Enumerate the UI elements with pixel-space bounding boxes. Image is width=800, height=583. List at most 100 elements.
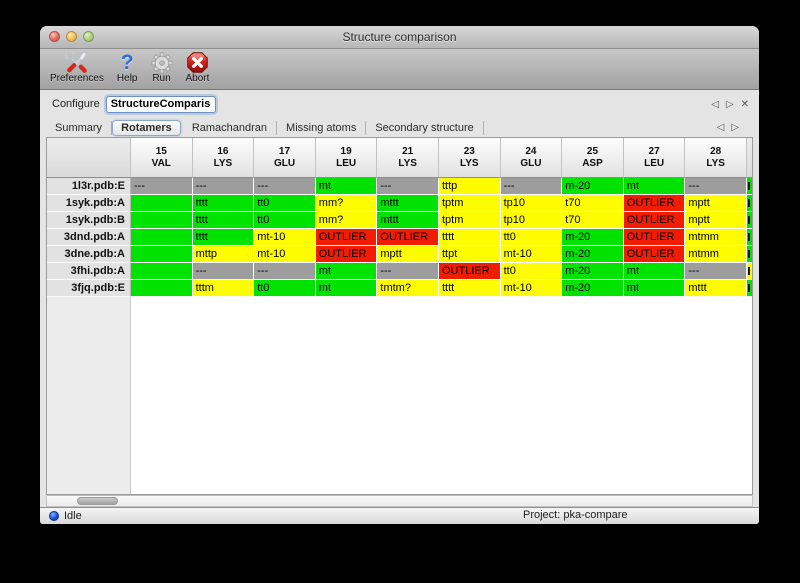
column-header-28[interactable]: 28 LYS xyxy=(685,138,747,178)
h-scrollbar-track[interactable] xyxy=(46,495,753,507)
rotamer-cell[interactable]: tptm xyxy=(438,195,501,212)
rotamer-cell[interactable]: --- xyxy=(377,178,439,195)
rotamer-cell[interactable]: mptt xyxy=(377,246,439,263)
rotamer-cell[interactable]: ttpt xyxy=(438,246,501,263)
partial-rotamer-cell[interactable] xyxy=(746,195,752,212)
rotamer-cell[interactable]: tttt xyxy=(192,212,255,229)
rotamer-cell[interactable]: OUTLIER xyxy=(623,246,686,263)
rotamer-cell[interactable]: mt xyxy=(623,263,686,280)
column-header-16[interactable]: 16 LYS xyxy=(192,138,255,178)
rotamer-cell[interactable]: --- xyxy=(500,178,563,195)
configure-name-input[interactable] xyxy=(105,95,216,113)
rotamer-cell[interactable]: tmtm? xyxy=(377,280,439,297)
rotamer-cell[interactable]: t xyxy=(131,212,193,229)
tab-nav-forward-icon[interactable]: ▷ xyxy=(731,122,739,133)
rotamer-cell[interactable]: mptt xyxy=(685,212,747,229)
tab-secondary-structure[interactable]: Secondary structure xyxy=(366,120,484,135)
rotamer-cell[interactable]: --- xyxy=(254,178,316,195)
rotamer-cell[interactable]: mt xyxy=(623,280,686,297)
rotamer-cell[interactable]: m-20 xyxy=(562,280,624,297)
rotamer-cell[interactable]: tptm xyxy=(438,212,501,229)
rotamer-cell[interactable]: t70 xyxy=(562,212,624,229)
rotamer-cell[interactable]: m-20 xyxy=(562,229,624,246)
nav-back-icon[interactable]: ◁ xyxy=(711,98,719,110)
partial-rotamer-cell[interactable] xyxy=(746,280,752,297)
rotamer-cell[interactable]: mt-10 xyxy=(500,280,563,297)
rotamer-cell[interactable]: OUTLIER xyxy=(315,246,378,263)
partial-rotamer-cell[interactable] xyxy=(746,229,752,246)
rotamer-cell[interactable]: mttt xyxy=(377,195,439,212)
rotamer-cell[interactable]: --- xyxy=(685,263,747,280)
rotamer-cell[interactable]: tttt xyxy=(192,229,255,246)
rotamer-cell[interactable]: t xyxy=(131,229,193,246)
column-header-23[interactable]: 23 LYS xyxy=(438,138,501,178)
rotamer-cell[interactable]: m-20 xyxy=(562,246,624,263)
rotamer-cell[interactable]: OUTLIER xyxy=(623,212,686,229)
h-scrollbar-thumb[interactable] xyxy=(77,497,118,505)
rotamer-cell[interactable]: OUTLIER xyxy=(623,229,686,246)
rotamer-cell[interactable]: OUTLIER xyxy=(377,229,439,246)
column-header-25[interactable]: 25 ASP xyxy=(562,138,624,178)
row-header-3fjq-pdb-e[interactable]: 3fjq.pdb:E xyxy=(47,280,131,297)
column-header-15[interactable]: 15 VAL xyxy=(131,138,193,178)
rotamer-cell[interactable]: tp10 xyxy=(500,212,563,229)
row-header-3dnd-pdb-a[interactable]: 3dnd.pdb:A xyxy=(47,229,131,246)
column-header-24[interactable]: 24 GLU xyxy=(500,138,563,178)
rotamer-cell[interactable]: mtmm xyxy=(685,229,747,246)
rotamer-cell[interactable]: tt0 xyxy=(254,212,316,229)
minimize-window-button[interactable] xyxy=(66,31,77,42)
rotamer-cell[interactable]: mt-10 xyxy=(254,229,316,246)
rotamer-cell[interactable]: --- xyxy=(131,178,193,195)
rotamer-cell[interactable]: mt xyxy=(315,280,378,297)
rotamer-cell[interactable]: mttp xyxy=(192,246,255,263)
rotamer-cell[interactable]: OUTLIER xyxy=(438,263,501,280)
rotamer-cell[interactable]: tttt xyxy=(438,280,501,297)
rotamer-cell[interactable]: t70 xyxy=(562,195,624,212)
rotamer-cell[interactable]: tttt xyxy=(438,229,501,246)
rotamer-cell[interactable]: --- xyxy=(685,178,747,195)
rotamer-cell[interactable]: OUTLIER xyxy=(315,229,378,246)
row-header-3dne-pdb-a[interactable]: 3dne.pdb:A xyxy=(47,246,131,263)
rotamer-cell[interactable]: mt-10 xyxy=(500,246,563,263)
rotamer-cell[interactable]: OUTLIER xyxy=(623,195,686,212)
rotamer-cell[interactable]: t xyxy=(131,263,193,280)
rotamer-cell[interactable]: mm? xyxy=(315,195,378,212)
rotamer-cell[interactable]: t xyxy=(131,280,193,297)
rotamer-cell[interactable]: tt0 xyxy=(254,280,316,297)
column-header-17[interactable]: 17 GLU xyxy=(254,138,316,178)
tab-summary[interactable]: Summary xyxy=(46,120,113,135)
rotamer-cell[interactable]: t xyxy=(131,246,193,263)
nav-forward-icon[interactable]: ▷ xyxy=(725,98,734,110)
rotamer-cell[interactable]: --- xyxy=(254,263,316,280)
rotamer-cell[interactable]: tp10 xyxy=(500,195,563,212)
rotamer-cell[interactable]: mttt xyxy=(685,280,747,297)
rotamer-cell[interactable]: tttp xyxy=(438,178,501,195)
rotamer-cell[interactable]: --- xyxy=(192,263,255,280)
tab-missing-atoms[interactable]: Missing atoms xyxy=(277,120,367,135)
nav-close-icon[interactable]: ✕ xyxy=(740,98,749,110)
rotamer-cell[interactable]: mm? xyxy=(315,212,378,229)
partial-rotamer-cell[interactable] xyxy=(746,212,752,229)
rotamer-cell[interactable]: tt0 xyxy=(500,229,563,246)
rotamer-cell[interactable]: tt0 xyxy=(254,195,316,212)
rotamer-cell[interactable]: mt xyxy=(315,178,378,195)
toolbar-button-run[interactable]: Run xyxy=(151,51,173,84)
rotamer-cell[interactable]: tttm xyxy=(192,280,255,297)
toolbar-button-help[interactable]: ? Help xyxy=(117,51,138,84)
rotamer-cell[interactable]: t xyxy=(131,195,193,212)
column-header-21[interactable]: 21 LYS xyxy=(377,138,439,178)
partial-rotamer-cell[interactable] xyxy=(746,178,752,195)
rotamer-cell[interactable]: --- xyxy=(192,178,255,195)
rotamer-cell[interactable]: mt xyxy=(315,263,378,280)
toolbar-button-abort[interactable]: Abort xyxy=(186,51,209,84)
zoom-window-button[interactable] xyxy=(83,31,94,42)
column-header-19[interactable]: 19 LEU xyxy=(315,138,378,178)
rotamer-cell[interactable]: --- xyxy=(377,263,439,280)
row-header-1l3r-pdb-e[interactable]: 1l3r.pdb:E xyxy=(47,178,131,195)
row-header-1syk-pdb-a[interactable]: 1syk.pdb:A xyxy=(47,195,131,212)
titlebar[interactable]: Structure comparison xyxy=(40,26,759,49)
rotamer-cell[interactable]: m-20 xyxy=(562,178,624,195)
tab-rotamers[interactable]: Rotamers xyxy=(112,119,181,136)
close-window-button[interactable] xyxy=(49,31,60,42)
row-header-3fhi-pdb-a[interactable]: 3fhi.pdb:A xyxy=(47,263,131,280)
